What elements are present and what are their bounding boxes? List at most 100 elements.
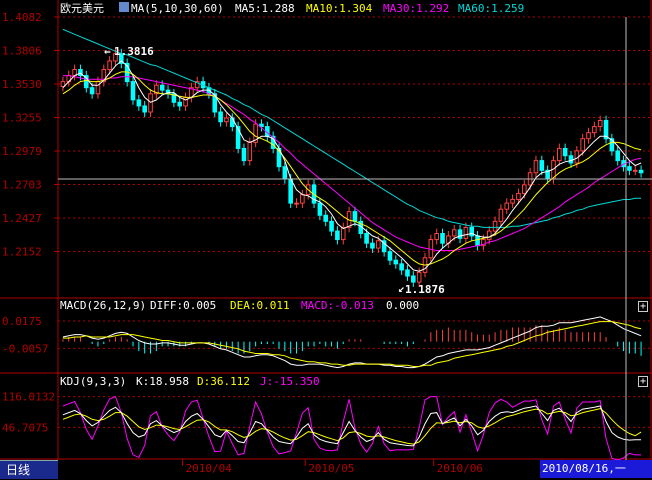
candle-body — [130, 81, 136, 101]
candle-body — [399, 263, 404, 271]
macd-value: MACD:-0.013 — [301, 299, 374, 312]
panel-frames — [0, 0, 652, 460]
kdj-d: D:36.112 — [197, 375, 250, 388]
ma30-value: MA30:1.292 — [383, 2, 449, 15]
candle-body — [60, 81, 66, 87]
candle-body — [247, 141, 253, 162]
candle-body — [481, 239, 486, 247]
candle-body — [177, 101, 183, 107]
x-tick-label: 2010/06 — [437, 462, 483, 475]
candle-body — [253, 123, 258, 143]
candle-body — [229, 117, 235, 128]
ma10-value: MA10:1.304 — [306, 2, 373, 15]
candle-body — [469, 226, 475, 237]
candle-body — [95, 81, 101, 95]
y-axis-labels: 1.4082 1.3806 1.3530 1.3255 1.2979 1.2703 1.24… — [2, 11, 55, 434]
macd-diff-line — [62, 316, 642, 369]
candle-body — [370, 242, 375, 249]
candle-body — [603, 120, 609, 140]
kdj-k: K:18.958 — [136, 375, 189, 388]
candle-body — [101, 68, 107, 83]
macd-panel — [62, 316, 642, 369]
candle-body — [352, 211, 358, 222]
kdj-j: J:-15.350 — [260, 375, 320, 388]
candle-body — [405, 269, 410, 277]
y-tick-label: 1.2427 — [2, 212, 42, 225]
candle-body — [212, 93, 218, 113]
y-tick-label: 1.3806 — [2, 45, 42, 58]
x-tick-label: 2010/04 — [186, 462, 233, 475]
y-tick-label: 1.2152 — [2, 245, 42, 258]
candle-body — [440, 232, 445, 244]
candle-body — [434, 232, 439, 241]
candle-body — [533, 160, 539, 174]
tab-daily[interactable]: 日线 — [0, 460, 58, 479]
y-tick-label: 46.7075 — [2, 421, 48, 434]
candle-body — [557, 147, 562, 162]
y-tick-label: -0.0057 — [2, 342, 48, 355]
candle-body — [218, 111, 223, 123]
kdj-expand-button[interactable]: + — [638, 376, 648, 387]
high-marker: 1.3816 — [114, 45, 154, 58]
candle-body — [562, 147, 568, 157]
high-marker-arrow: ← — [104, 45, 111, 58]
candle-body — [224, 117, 229, 123]
candle-body — [615, 150, 621, 162]
macd-dea: DEA:0.011 — [230, 299, 290, 312]
candle-body — [294, 202, 299, 205]
candle-body — [183, 96, 188, 107]
candle-body — [463, 226, 469, 239]
kdj-j-line — [62, 395, 642, 461]
candle-body — [83, 75, 89, 89]
kdj-params: KDJ(9,3,3) — [60, 375, 126, 388]
candle-body — [586, 132, 591, 140]
candle-body — [154, 84, 159, 95]
candle-body — [387, 251, 393, 261]
ma10-line — [62, 71, 642, 266]
candle-body — [492, 220, 498, 232]
candle-body — [194, 81, 200, 89]
candle-body — [416, 271, 422, 283]
candle-body — [451, 229, 457, 237]
candle-body — [381, 240, 387, 253]
macd-expand-button[interactable]: + — [638, 301, 648, 312]
indicator-switch-icon[interactable] — [119, 2, 129, 12]
ma5-line — [62, 60, 642, 272]
low-marker: 1.1876 — [405, 283, 445, 296]
ma60-line — [62, 28, 642, 228]
candle-body — [609, 138, 615, 152]
candle-body — [113, 53, 118, 62]
macd-extra: 0.000 — [386, 299, 419, 312]
candle-body — [627, 166, 632, 171]
current-date-readout: 2010/08/16,一 — [540, 460, 652, 478]
candle-body — [539, 160, 545, 171]
y-tick-label: 1.4082 — [2, 11, 42, 24]
candle-body — [148, 93, 153, 113]
candle-body — [486, 230, 492, 241]
candle-body — [592, 126, 597, 134]
candle-body — [282, 166, 288, 180]
macd-dea-line — [62, 321, 642, 367]
candle-body — [107, 60, 112, 70]
candle-body — [375, 240, 381, 249]
candle-body — [329, 220, 334, 232]
candle-body — [393, 259, 399, 265]
grid-lines — [54, 16, 652, 428]
candle-body — [317, 202, 323, 216]
candle-body — [411, 275, 416, 283]
candle-body — [475, 235, 480, 247]
candle-body — [300, 194, 305, 204]
candle-body — [632, 169, 638, 172]
candle-body — [521, 184, 527, 194]
candle-body — [457, 229, 463, 239]
macd-params: MACD(26,12,9) — [60, 299, 146, 312]
kdj-panel — [62, 395, 642, 461]
candle-body — [335, 230, 340, 241]
candle-body — [597, 120, 603, 128]
kdj-d-line — [62, 408, 642, 445]
candle-body — [340, 226, 346, 241]
y-tick-label: 116.0132 — [2, 391, 55, 404]
y-tick-label: 1.2979 — [2, 145, 42, 158]
candle-body — [568, 155, 574, 164]
